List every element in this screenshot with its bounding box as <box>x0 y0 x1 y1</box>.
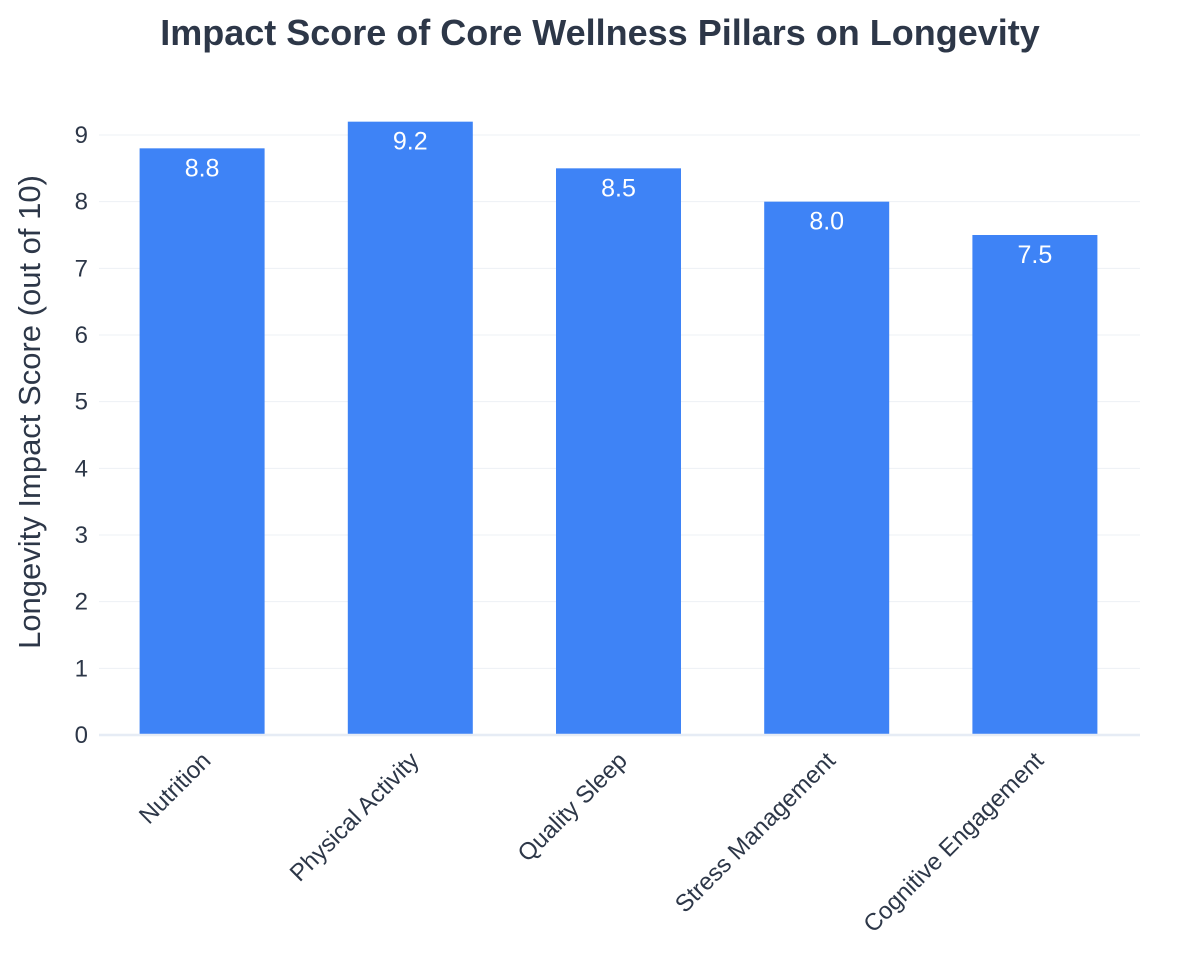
bars <box>139 121 1098 736</box>
y-tick-label: 0 <box>75 722 88 749</box>
data-label: 9.2 <box>393 128 428 156</box>
y-tick-label: 7 <box>75 255 88 282</box>
x-tick-label: Physical Activity <box>285 747 425 887</box>
data-label: 8.0 <box>809 208 844 236</box>
y-tick-label: 9 <box>75 122 88 149</box>
data-label: 8.8 <box>185 154 220 182</box>
x-tick-label: Stress Management <box>670 747 841 918</box>
x-tick-labels: Nutrition Physical Activity Quality Sleep S… <box>134 747 1049 938</box>
chart-title: Impact Score of Core Wellness Pillars on… <box>160 12 1040 53</box>
y-tick-label: 4 <box>75 455 88 482</box>
data-label: 7.5 <box>1018 241 1053 269</box>
y-tick-label: 2 <box>75 589 88 616</box>
y-tick-labels: 0 1 2 3 4 5 6 7 8 9 <box>75 122 88 749</box>
data-label: 8.5 <box>601 174 636 202</box>
bar <box>139 148 265 736</box>
y-tick-label: 6 <box>75 322 88 349</box>
bar <box>556 168 681 736</box>
bar <box>764 201 890 735</box>
data-labels: 8.8 9.2 8.5 8.0 7.5 <box>185 128 1053 269</box>
y-tick-label: 3 <box>75 522 88 549</box>
bar <box>972 235 1098 735</box>
y-tick-label: 5 <box>75 389 88 416</box>
x-tick-label: Nutrition <box>134 747 216 829</box>
y-axis-title: Longevity Impact Score (out of 10) <box>12 175 47 649</box>
x-tick-label: Cognitive Engagement <box>858 747 1049 938</box>
y-tick-label: 8 <box>75 189 88 216</box>
x-tick-label: Quality Sleep <box>513 747 633 867</box>
bar <box>347 121 473 735</box>
y-tick-label: 1 <box>75 655 88 682</box>
